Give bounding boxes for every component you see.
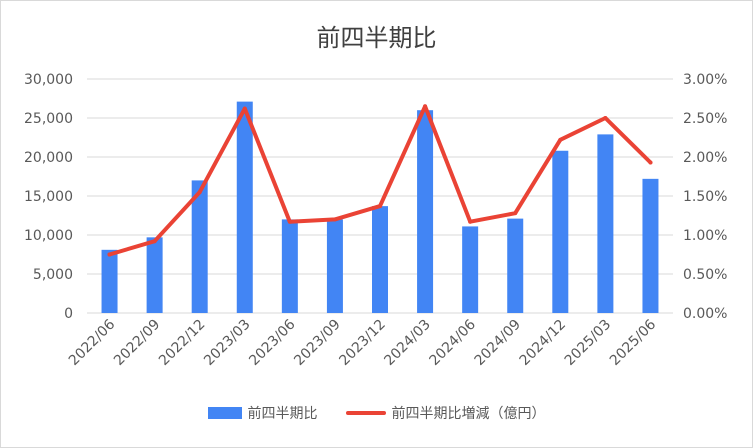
bar[interactable] <box>101 249 118 313</box>
x-tick-label: 2024/12 <box>517 317 569 369</box>
left-tick-label: 15,000 <box>24 189 73 205</box>
x-tick-label: 2023/03 <box>201 317 253 369</box>
x-tick-label: 2022/12 <box>156 317 208 369</box>
chart-title: 前四半期比 <box>316 24 437 52</box>
legend: 前四半期比 前四半期比増減（億円） <box>0 403 753 423</box>
legend-bar-swatch <box>207 407 242 419</box>
bar[interactable] <box>507 218 524 313</box>
left-tick-label: 20,000 <box>24 150 73 166</box>
bar[interactable] <box>462 226 479 313</box>
line-point[interactable] <box>468 219 473 224</box>
line-point[interactable] <box>287 219 292 224</box>
x-tick-label: 2022/09 <box>111 317 163 369</box>
line-point[interactable] <box>197 190 202 195</box>
left-tick-label: 5,000 <box>33 267 73 283</box>
x-axis-ticks: 2022/062022/092022/122023/032023/062023/… <box>66 316 659 369</box>
x-tick-label: 2023/12 <box>336 317 388 369</box>
x-tick-label: 2022/06 <box>66 316 119 369</box>
line-point[interactable] <box>558 137 563 142</box>
bar[interactable] <box>191 180 208 313</box>
line-point[interactable] <box>423 104 428 109</box>
bar[interactable] <box>236 101 253 314</box>
right-tick-label: 3.00% <box>683 72 727 88</box>
line-point[interactable] <box>152 239 157 244</box>
x-tick-label: 2023/09 <box>291 317 343 369</box>
legend-line-swatch <box>345 411 386 415</box>
legend-item-bars[interactable]: 前四半期比 <box>207 403 318 423</box>
bar[interactable] <box>417 110 434 313</box>
right-tick-label: 2.50% <box>683 111 727 127</box>
left-tick-label: 30,000 <box>24 72 73 88</box>
x-tick-label: 2024/03 <box>381 317 433 369</box>
line-series <box>107 104 653 257</box>
legend-label-bars: 前四半期比 <box>247 406 318 422</box>
x-tick-label: 2024/09 <box>472 317 524 369</box>
left-axis-ticks: 0 5,000 10,000 15,000 20,000 25,000 30,000 <box>24 72 73 322</box>
right-axis-ticks: 0.00% 0.50% 1.00% 1.50% 2.00% 2.50% 3.00% <box>683 72 727 322</box>
legend-item-line[interactable]: 前四半期比増減（億円） <box>345 403 546 423</box>
left-tick-label: 10,000 <box>24 228 73 244</box>
bar[interactable] <box>597 134 614 313</box>
x-tick-label: 2023/06 <box>246 316 299 369</box>
left-tick-label: 0 <box>64 306 73 322</box>
x-tick-label: 2025/03 <box>562 317 614 369</box>
bar-series <box>101 101 659 314</box>
bar[interactable] <box>552 150 569 313</box>
line-point[interactable] <box>332 217 337 222</box>
right-tick-label: 0.50% <box>683 267 727 283</box>
right-tick-label: 0.00% <box>683 306 727 322</box>
x-tick-label: 2024/06 <box>427 316 480 369</box>
bar[interactable] <box>326 219 343 313</box>
bar[interactable] <box>642 178 659 313</box>
line-point[interactable] <box>378 204 382 209</box>
x-tick-label: 2025/06 <box>607 316 660 369</box>
right-tick-label: 1.00% <box>683 228 727 244</box>
left-tick-label: 25,000 <box>24 111 73 127</box>
line-point[interactable] <box>603 116 608 120</box>
bar[interactable] <box>372 206 388 313</box>
bar[interactable] <box>281 219 298 313</box>
right-tick-label: 1.50% <box>683 189 727 205</box>
line-point[interactable] <box>648 160 653 165</box>
legend-label-line: 前四半期比増減（億円） <box>391 406 546 422</box>
bar[interactable] <box>146 237 163 313</box>
line-point[interactable] <box>107 252 112 257</box>
line-point[interactable] <box>513 211 518 216</box>
line-point[interactable] <box>242 106 247 111</box>
right-tick-label: 2.00% <box>683 150 727 166</box>
